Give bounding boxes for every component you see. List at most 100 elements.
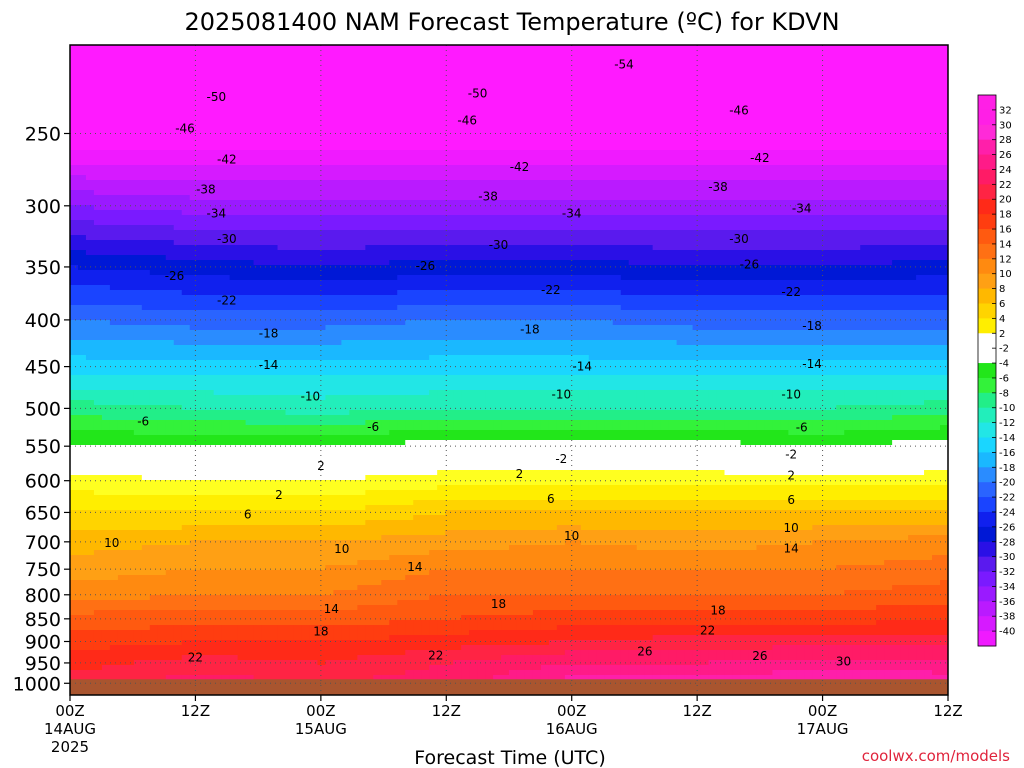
field-cell	[453, 175, 462, 181]
field-cell	[405, 140, 414, 146]
field-cell	[788, 130, 797, 136]
field-cell	[668, 75, 678, 81]
field-cell	[85, 205, 95, 211]
field-cell	[756, 75, 766, 81]
field-cell	[540, 235, 550, 241]
field-cell	[812, 75, 821, 81]
field-cell	[205, 270, 215, 276]
field-cell	[469, 260, 478, 266]
field-cell	[692, 45, 702, 51]
field-cell	[700, 125, 710, 131]
field-cell	[748, 90, 758, 96]
field-cell	[429, 170, 438, 176]
field-cell	[70, 130, 79, 136]
field-cell	[860, 180, 869, 186]
field-cell	[556, 170, 566, 176]
field-cell	[548, 190, 558, 196]
field-cell	[461, 90, 470, 96]
field-cell	[940, 90, 948, 96]
field-cell	[724, 80, 734, 86]
field-cell	[133, 195, 143, 201]
field-cell	[509, 265, 518, 271]
field-cell	[77, 255, 87, 261]
field-cell	[596, 70, 606, 76]
field-cell	[277, 75, 287, 81]
field-cell	[301, 205, 311, 211]
field-cell	[261, 160, 271, 166]
field-cell	[373, 265, 382, 271]
field-cell	[349, 200, 358, 206]
field-cell	[788, 265, 797, 271]
field-cell	[716, 95, 726, 101]
field-cell	[572, 65, 582, 71]
field-cell	[421, 250, 430, 256]
field-cell	[333, 130, 342, 136]
field-cell	[125, 245, 135, 251]
field-cell	[668, 260, 678, 266]
field-cell	[524, 100, 534, 106]
field-cell	[732, 70, 742, 76]
field-cell	[732, 45, 742, 51]
field-cell	[389, 140, 398, 146]
field-cell	[125, 250, 135, 256]
field-cell	[716, 140, 726, 146]
field-cell	[660, 70, 670, 76]
field-cell	[668, 240, 678, 246]
field-cell	[668, 100, 678, 106]
field-cell	[413, 220, 422, 226]
field-cell	[940, 225, 948, 231]
field-cell	[101, 235, 111, 241]
field-cell	[644, 230, 654, 236]
field-cell	[165, 100, 175, 106]
field-cell	[804, 160, 813, 166]
field-cell	[836, 225, 845, 231]
field-cell	[740, 255, 750, 261]
field-cell	[700, 210, 710, 216]
field-cell	[141, 45, 151, 51]
field-cell	[532, 240, 542, 246]
field-cell	[397, 150, 406, 156]
field-cell	[844, 110, 853, 116]
field-cell	[141, 175, 151, 181]
field-cell	[70, 200, 79, 206]
field-cell	[453, 230, 462, 236]
field-cell	[540, 205, 550, 211]
field-cell	[820, 190, 829, 196]
field-cell	[189, 65, 199, 71]
field-cell	[413, 215, 422, 221]
field-cell	[189, 260, 199, 266]
field-cell	[277, 80, 287, 86]
field-cell	[852, 195, 861, 201]
field-cell	[700, 235, 710, 241]
field-cell	[852, 145, 861, 151]
field-cell	[604, 145, 614, 151]
field-cell	[429, 150, 438, 156]
field-cell	[357, 175, 366, 181]
field-cell	[221, 265, 231, 271]
field-cell	[269, 265, 279, 271]
field-cell	[668, 245, 678, 251]
field-cell	[684, 85, 694, 91]
field-cell	[125, 265, 135, 271]
field-cell	[477, 125, 486, 131]
field-cell	[788, 100, 797, 106]
field-cell	[724, 205, 734, 211]
field-cell	[501, 85, 510, 91]
field-cell	[612, 240, 622, 246]
field-cell	[365, 210, 374, 216]
field-cell	[892, 105, 901, 111]
field-cell	[133, 90, 143, 96]
field-cell	[924, 130, 933, 136]
field-cell	[477, 225, 486, 231]
field-cell	[556, 85, 566, 91]
field-cell	[844, 245, 853, 251]
field-cell	[173, 170, 183, 176]
field-cell	[485, 70, 494, 76]
field-cell	[700, 50, 710, 56]
field-cell	[237, 105, 247, 111]
field-cell	[532, 145, 542, 151]
field-cell	[397, 160, 406, 166]
field-cell	[748, 130, 758, 136]
field-cell	[940, 195, 948, 201]
field-cell	[501, 125, 510, 131]
